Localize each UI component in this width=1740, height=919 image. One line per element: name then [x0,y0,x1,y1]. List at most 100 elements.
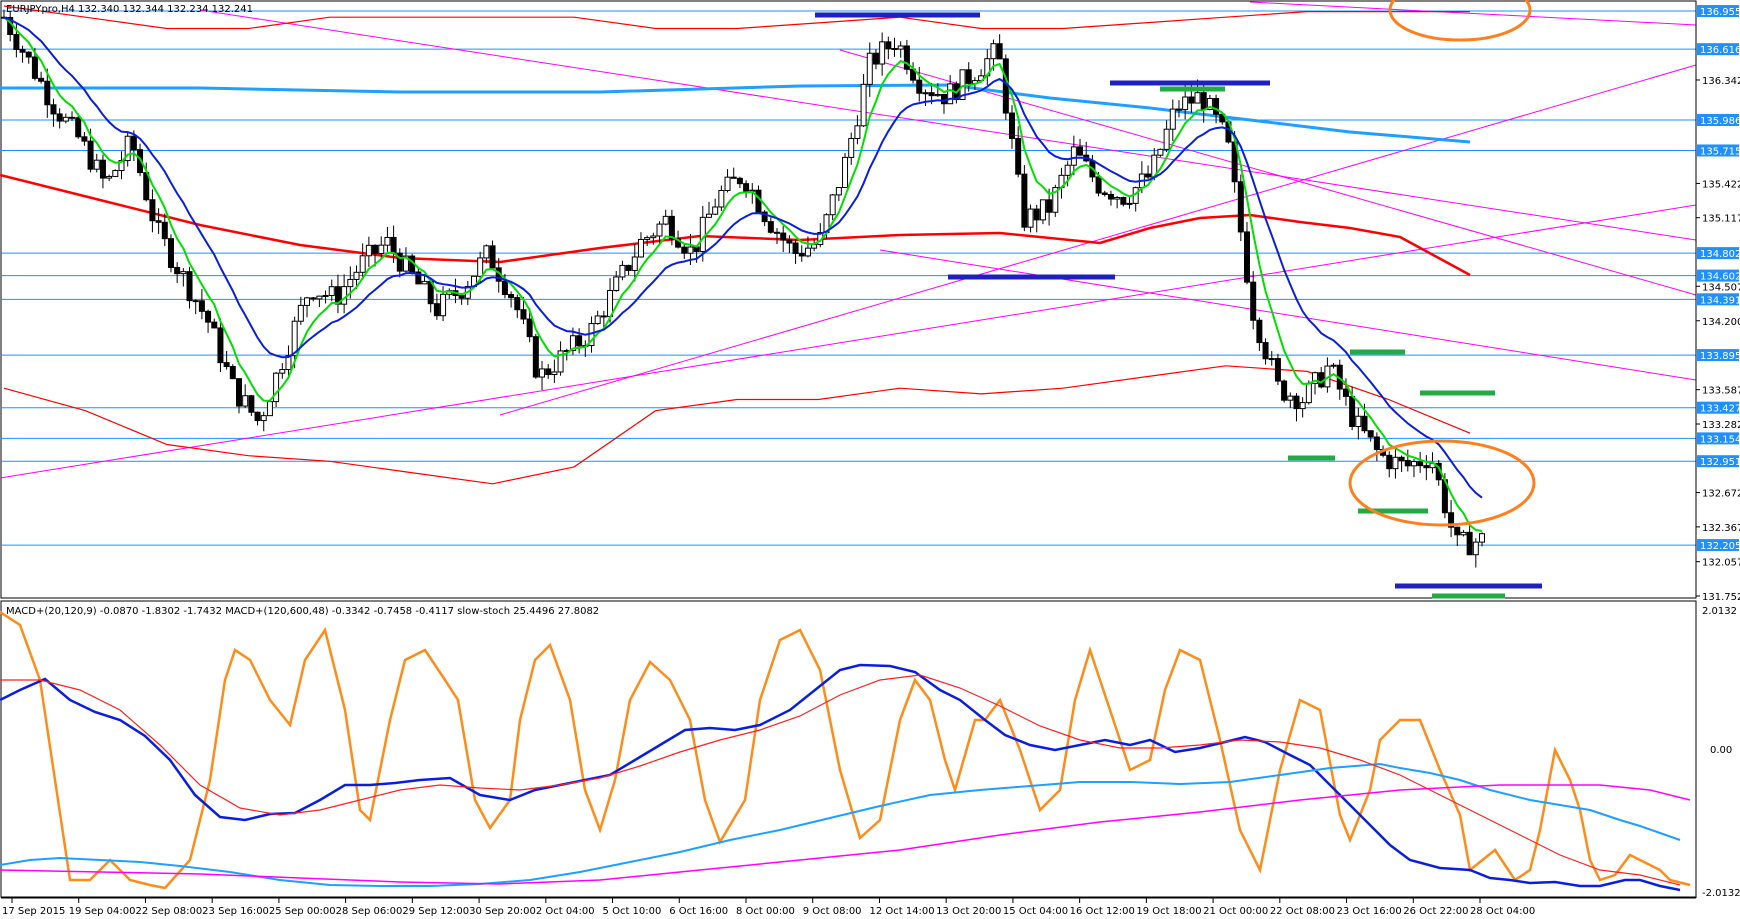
candle [965,62,972,92]
candle [718,185,725,212]
candle [668,209,675,246]
time-label: 12 Oct 14:00 [869,906,934,917]
candle [835,187,842,201]
candle [1448,500,1455,538]
candle [1052,184,1059,217]
candle [93,153,100,173]
time-label: 5 Oct 10:00 [603,906,662,917]
candle [712,198,719,216]
candle [1410,459,1417,478]
candle [508,291,515,308]
candle [1120,196,1127,207]
candle [180,268,187,287]
time-label: 25 Sep 00:00 [269,906,336,917]
price-tick-label: 133.587 [1702,386,1740,397]
level-tag [1697,269,1739,282]
candle [217,318,224,373]
candle [860,74,867,127]
candle [1250,271,1257,330]
candle [681,243,688,260]
candle [829,194,836,221]
candle [650,232,657,245]
candle [19,45,26,63]
indicator-pane: MACD+(20,120,9) -0.0870 -1.8302 -1.7432 … [0,600,1697,898]
candle [396,248,403,278]
time-label: 6 Oct 16:00 [669,906,728,917]
candle [186,266,193,309]
candle [656,221,663,244]
candle [774,228,781,245]
candle [637,232,644,258]
price-tick-label: 135.117 [1702,214,1740,225]
candle [1330,362,1337,369]
level-tag-label: 132.205 [1700,541,1740,552]
candle [613,270,620,292]
highlight-ellipse-right [1348,439,1536,527]
candle [1039,199,1046,225]
candle [903,39,910,75]
candle [842,153,849,189]
candle [1373,432,1380,462]
candle [1472,538,1479,568]
candle [1163,120,1170,152]
level-tag [1697,113,1739,126]
candle [916,66,923,102]
candle [69,111,76,121]
envelope-bands [3,5,1471,485]
level-tag [1697,539,1739,552]
time-axis: 17 Sep 2015 19 Sep 04:00 22 Sep 08:00 23 Se… [1,897,1696,917]
candle [786,235,793,253]
level-tag [1697,455,1739,468]
candle [780,226,787,253]
candle [996,34,1003,60]
candle [644,235,651,246]
candle [1466,521,1473,556]
time-label: 19 Oct 18:00 [1136,906,1201,917]
candle [174,262,181,283]
candle [848,132,855,165]
candles [1,9,1485,568]
candle [1293,393,1300,422]
candle [539,360,546,391]
candle [198,289,205,320]
candle [25,51,32,64]
candle [520,296,527,325]
price-header: EURJPYpro,H4 132.340 132.344 132.234 132… [6,4,253,15]
macd-fast-signal [0,674,1681,886]
time-label: 30 Sep 20:00 [469,906,536,917]
trendlines [0,1,1697,479]
candle [124,131,131,167]
candle [223,350,230,370]
candle [1114,196,1121,209]
level-tag [1697,349,1739,362]
price-tick-label: 132.367 [1702,523,1740,534]
candle [1398,455,1405,473]
markup-dashes [815,12,1542,599]
level-tag [1697,247,1739,260]
candle [285,345,292,376]
candle [489,240,496,269]
level-tag-label: 135.986 [1700,116,1740,127]
candle [1033,204,1040,233]
candle [1312,371,1319,395]
time-label: 22 Sep 08:00 [135,906,202,917]
candle [192,299,199,315]
candle [328,279,335,302]
candle [1262,338,1269,365]
candle [112,169,119,178]
candle [1268,351,1275,366]
level-tag-label: 134.391 [1700,295,1740,306]
candle [297,296,304,325]
time-label: 29 Sep 12:00 [402,906,469,917]
price-tick-label: 132.672 [1702,489,1740,500]
band-lower [3,365,1471,485]
level-tag [1697,43,1739,56]
candle [551,359,558,383]
candle [56,108,63,129]
level-tag [1697,401,1739,414]
time-label: 2 Oct 04:00 [536,906,595,917]
candle [631,243,638,282]
candle [767,217,774,234]
level-tag-label: 134.602 [1700,272,1740,283]
